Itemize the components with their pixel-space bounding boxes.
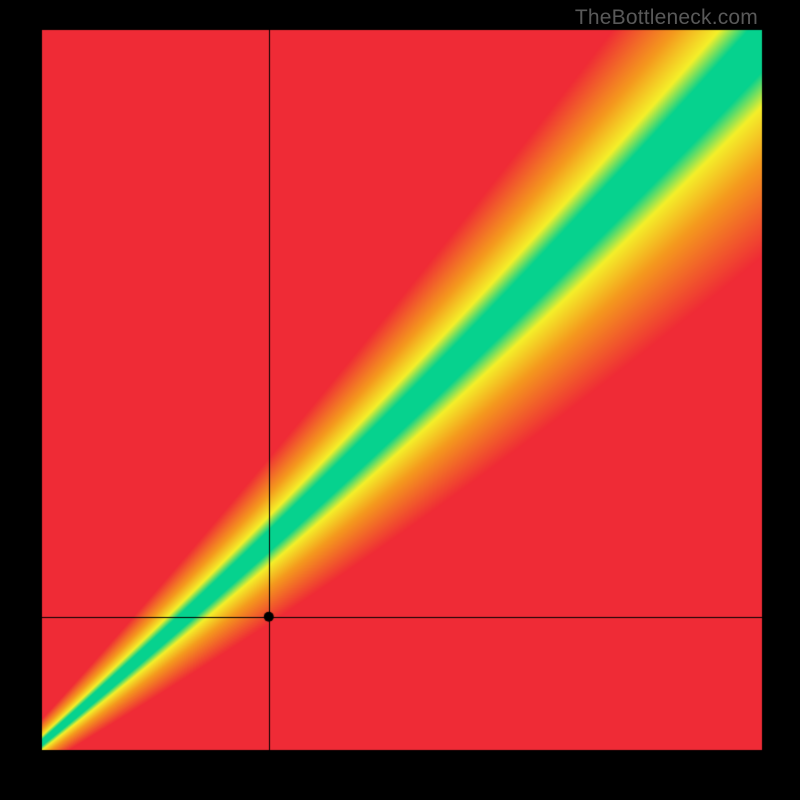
bottleneck-heatmap bbox=[0, 0, 800, 800]
figure-container: TheBottleneck.com bbox=[0, 0, 800, 800]
watermark-text: TheBottleneck.com bbox=[575, 6, 758, 30]
